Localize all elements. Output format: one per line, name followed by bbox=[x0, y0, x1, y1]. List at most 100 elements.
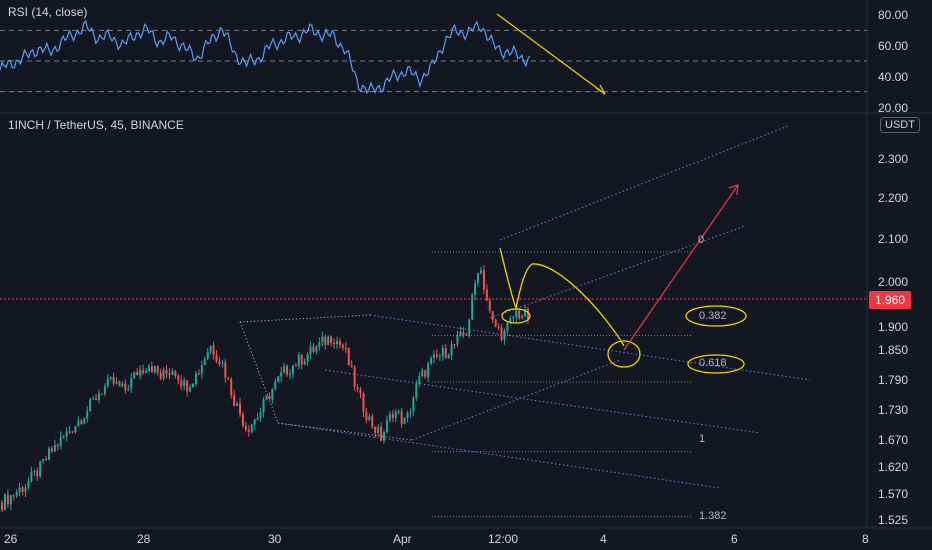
candle bbox=[230, 377, 233, 399]
candle bbox=[171, 368, 174, 376]
candle bbox=[288, 369, 291, 380]
candle bbox=[450, 340, 453, 361]
candle bbox=[200, 360, 203, 379]
candle bbox=[415, 379, 418, 401]
price-tick: 1.570 bbox=[878, 487, 909, 501]
candle bbox=[156, 365, 159, 376]
candle bbox=[142, 364, 145, 376]
candle bbox=[83, 417, 86, 425]
candle bbox=[359, 386, 362, 399]
rsi-trend-line[interactable] bbox=[496, 13, 606, 95]
candle bbox=[521, 313, 524, 320]
projection-arrow[interactable] bbox=[623, 184, 739, 351]
candle bbox=[206, 348, 209, 360]
annotation-ellipse-0618 bbox=[687, 354, 745, 374]
candle bbox=[406, 410, 409, 423]
candle bbox=[482, 264, 485, 295]
candle bbox=[447, 353, 450, 359]
triangle-lines bbox=[239, 314, 413, 441]
fib-label: 1.382 bbox=[699, 510, 727, 522]
fib-label: 0.382 bbox=[699, 310, 727, 322]
candle bbox=[306, 352, 309, 366]
candle bbox=[441, 344, 444, 361]
fib-label: 0 bbox=[698, 234, 705, 246]
candle bbox=[262, 397, 265, 418]
candle bbox=[215, 350, 218, 364]
candle bbox=[403, 416, 406, 425]
candle bbox=[459, 326, 462, 337]
candle bbox=[488, 297, 491, 314]
candle bbox=[471, 292, 474, 321]
candle bbox=[24, 484, 27, 497]
time-tick: 26 bbox=[4, 532, 18, 546]
price-tick: 1.670 bbox=[878, 433, 909, 447]
fib-retracement bbox=[432, 251, 692, 518]
candle bbox=[183, 377, 186, 391]
candle bbox=[344, 342, 347, 354]
candle bbox=[97, 389, 100, 404]
channel-lines bbox=[277, 125, 811, 489]
candle bbox=[71, 430, 74, 434]
candle bbox=[189, 384, 192, 393]
candle bbox=[212, 341, 215, 360]
candle bbox=[115, 377, 118, 385]
candle bbox=[503, 328, 506, 345]
candle bbox=[112, 372, 115, 387]
rsi-tick: 60.00 bbox=[878, 39, 909, 53]
candle bbox=[59, 431, 62, 450]
candle bbox=[271, 387, 274, 404]
candle bbox=[236, 401, 239, 407]
candle bbox=[330, 335, 333, 347]
candle bbox=[391, 410, 394, 422]
time-tick: 30 bbox=[268, 532, 282, 546]
candle bbox=[318, 337, 321, 351]
candle bbox=[500, 323, 503, 342]
candle bbox=[162, 367, 165, 381]
candle bbox=[430, 356, 433, 366]
candle bbox=[321, 331, 324, 347]
candle bbox=[515, 307, 518, 323]
candle bbox=[494, 318, 497, 328]
rsi-trend-arrowhead bbox=[595, 84, 606, 95]
candle bbox=[21, 485, 24, 496]
fib-label: 0.618 bbox=[699, 357, 727, 369]
candle bbox=[103, 383, 106, 397]
rsi-title: RSI (14, close) bbox=[8, 5, 88, 19]
time-tick: Apr bbox=[393, 532, 412, 546]
candle bbox=[300, 353, 303, 370]
candle bbox=[53, 440, 56, 453]
candle bbox=[377, 424, 380, 436]
channel-upper-2 bbox=[489, 225, 746, 319]
candle bbox=[462, 327, 465, 338]
candle bbox=[294, 362, 297, 367]
candle bbox=[62, 434, 65, 440]
candle bbox=[50, 445, 53, 454]
candle bbox=[30, 466, 33, 483]
currency-button[interactable]: USDT bbox=[880, 117, 920, 133]
annotations[interactable] bbox=[499, 247, 747, 374]
candle bbox=[380, 422, 383, 442]
candle bbox=[18, 482, 21, 497]
candle bbox=[397, 409, 400, 415]
candle bbox=[218, 356, 221, 367]
candle bbox=[265, 394, 268, 401]
price-tick: 1.850 bbox=[878, 343, 909, 357]
candle bbox=[168, 368, 171, 380]
candle bbox=[150, 361, 153, 373]
candle bbox=[45, 456, 48, 461]
candle bbox=[144, 367, 147, 374]
candle bbox=[227, 376, 230, 381]
candle bbox=[291, 364, 294, 379]
candle bbox=[338, 337, 341, 349]
candles bbox=[1, 264, 529, 513]
candle bbox=[106, 373, 109, 389]
candle bbox=[268, 392, 271, 400]
candle bbox=[432, 350, 435, 364]
candle bbox=[474, 279, 477, 301]
time-tick: 8 bbox=[862, 532, 869, 546]
candle bbox=[274, 378, 277, 391]
candle bbox=[177, 373, 180, 385]
last-price-badge: 1.960 bbox=[869, 291, 912, 309]
